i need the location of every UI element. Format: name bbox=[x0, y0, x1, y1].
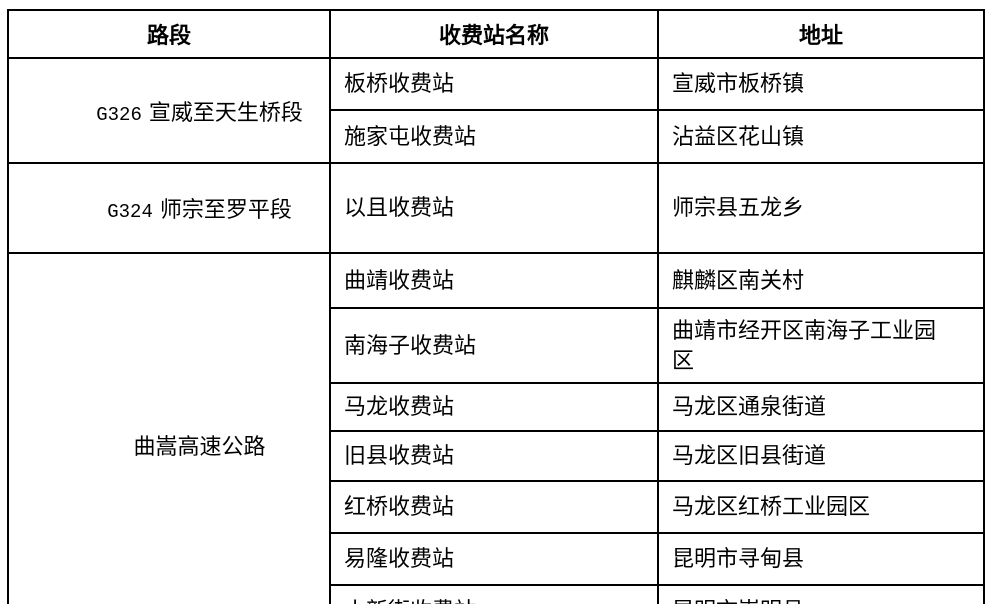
station-cell: 南海子收费站 bbox=[329, 307, 659, 384]
toll-stations-table: 路段 收费站名称 地址 G326 宣威至天生桥段 板桥收费站 宣威市板桥镇 施家屯… bbox=[7, 9, 985, 604]
table-row: 马龙收费站 马龙区通泉街道 bbox=[8, 382, 985, 432]
table-row: 易隆收费站 昆明市寻甸县 bbox=[8, 532, 985, 586]
address-cell: 马龙区通泉街道 bbox=[657, 382, 985, 432]
road-name-label: 宣威至天生桥段 bbox=[148, 99, 303, 125]
address-cell: 马龙区红桥工业园区 bbox=[657, 480, 985, 534]
road-name-label: 曲嵩高速公路 bbox=[133, 434, 266, 459]
station-cell: 马龙收费站 bbox=[329, 382, 659, 432]
table-row: 红桥收费站 马龙区红桥工业园区 bbox=[8, 480, 985, 534]
station-cell: 板桥收费站 bbox=[329, 57, 659, 111]
header-row: 路段 收费站名称 地址 bbox=[7, 9, 985, 59]
address-cell: 昆明市嵩明县 bbox=[657, 584, 985, 604]
station-cell: 以且收费站 bbox=[329, 162, 659, 254]
station-cell: 旧县收费站 bbox=[329, 430, 659, 482]
table-row: G324 师宗至罗平段 以且收费站 师宗县五龙乡 bbox=[7, 162, 985, 254]
road-code-label: G324 bbox=[107, 201, 153, 223]
table-row: 施家屯收费站 沾益区花山镇 bbox=[8, 109, 985, 164]
road-section-cell-g326: G326 宣威至天生桥段 bbox=[7, 57, 331, 164]
road-code-label: G326 bbox=[96, 103, 142, 126]
address-cell: 宣威市板桥镇 bbox=[657, 57, 985, 111]
address-cell: 师宗县五龙乡 bbox=[657, 162, 985, 254]
road-section-cell-g324: G324 师宗至罗平段 bbox=[7, 162, 331, 254]
station-cell: 施家屯收费站 bbox=[329, 109, 659, 164]
column-header-station-name: 收费站名称 bbox=[329, 9, 659, 59]
station-cell: 小新街收费站 bbox=[329, 584, 659, 604]
road-name-label: 师宗至罗平段 bbox=[159, 197, 292, 222]
station-cell: 红桥收费站 bbox=[329, 480, 659, 534]
table-row: 曲嵩高速公路 曲靖收费站 麒麟区南关村 bbox=[7, 252, 985, 604]
column-header-address: 地址 bbox=[657, 9, 985, 59]
address-cell: 曲靖市经开区南海子工业园区 bbox=[657, 307, 985, 384]
road-section-cell-qusong: 曲嵩高速公路 bbox=[7, 252, 331, 604]
address-cell: 马龙区旧县街道 bbox=[657, 430, 985, 482]
station-cell: 曲靖收费站 bbox=[329, 252, 659, 309]
address-cell: 沾益区花山镇 bbox=[657, 109, 985, 164]
table-row: 小新街收费站 昆明市嵩明县 bbox=[8, 584, 985, 604]
table-row: 旧县收费站 马龙区旧县街道 bbox=[8, 430, 985, 482]
station-cell: 易隆收费站 bbox=[329, 532, 659, 586]
address-cell: 昆明市寻甸县 bbox=[657, 532, 985, 586]
address-cell: 麒麟区南关村 bbox=[657, 252, 985, 309]
table-row: 南海子收费站 曲靖市经开区南海子工业园区 bbox=[8, 307, 985, 384]
column-header-road-section: 路段 bbox=[7, 9, 331, 59]
table-row: G326 宣威至天生桥段 板桥收费站 宣威市板桥镇 bbox=[7, 57, 985, 164]
